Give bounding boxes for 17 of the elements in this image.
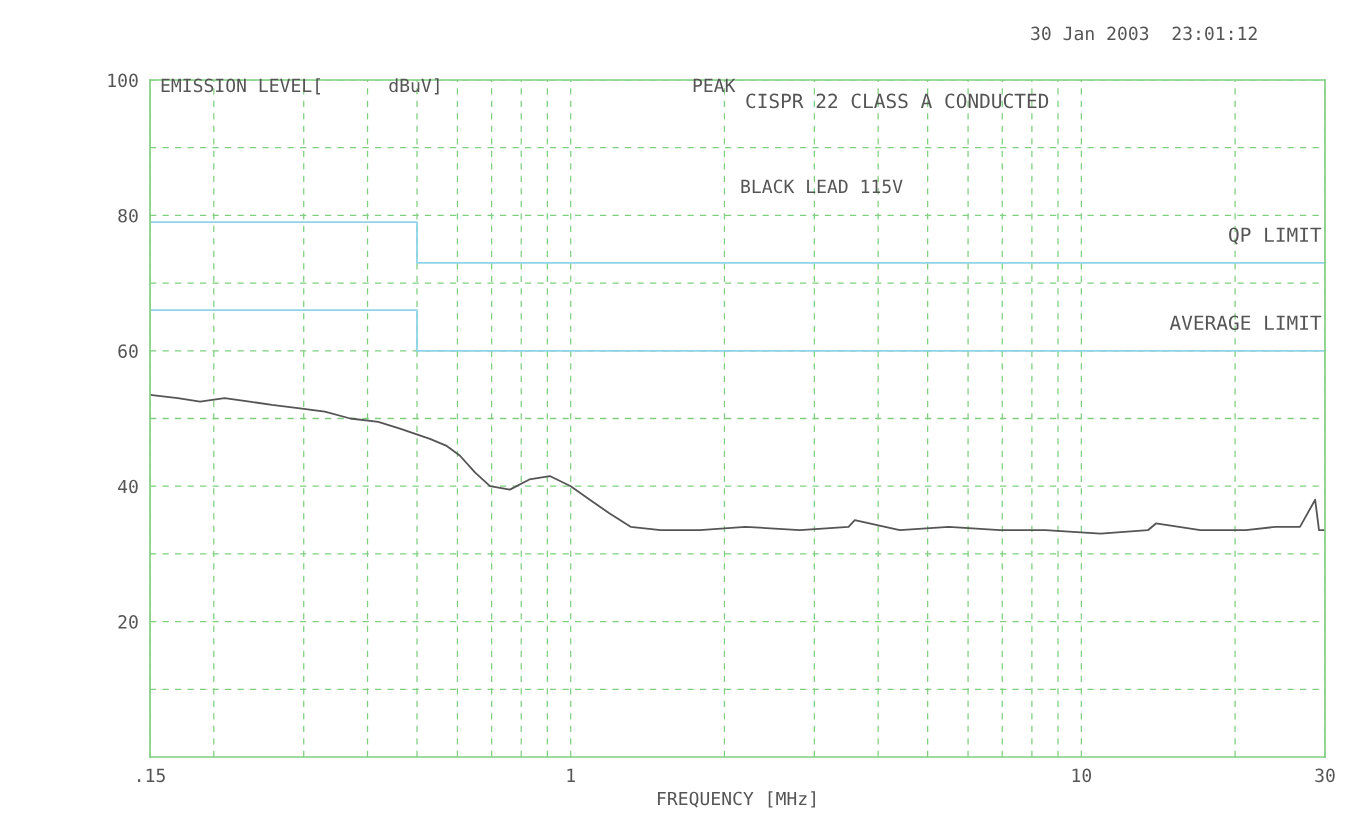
x-tick-label: .15: [138, 768, 165, 783]
series-label: QP LIMIT: [1229, 227, 1322, 245]
y-tick-label: 20: [118, 615, 138, 629]
y-tick-label: 100: [108, 73, 138, 88]
annotation: PEAK: [693, 78, 736, 92]
series-label: AVERAGE LIMIT: [1169, 315, 1322, 331]
x-tick-label: 30: [1315, 768, 1335, 783]
y-tick-label: 80: [118, 208, 138, 223]
y-tick-label: 60: [118, 344, 138, 358]
x-tick-label: 10: [1072, 768, 1092, 783]
x-axis-title: FREQUENCY [MHz]: [658, 791, 815, 808]
annotation: CISPR 22 CLASS A CONDUCTED: [746, 93, 1049, 109]
text: 30 Jan 2003 23:01:12: [1031, 26, 1257, 41]
x-tick-label: 1: [567, 768, 575, 782]
y-tick-label: 40: [118, 479, 138, 494]
y-axis-title: EMISSION LEVEL[ dBuV]: [161, 78, 439, 95]
annotation: BLACK LEAD 115V: [741, 179, 903, 194]
